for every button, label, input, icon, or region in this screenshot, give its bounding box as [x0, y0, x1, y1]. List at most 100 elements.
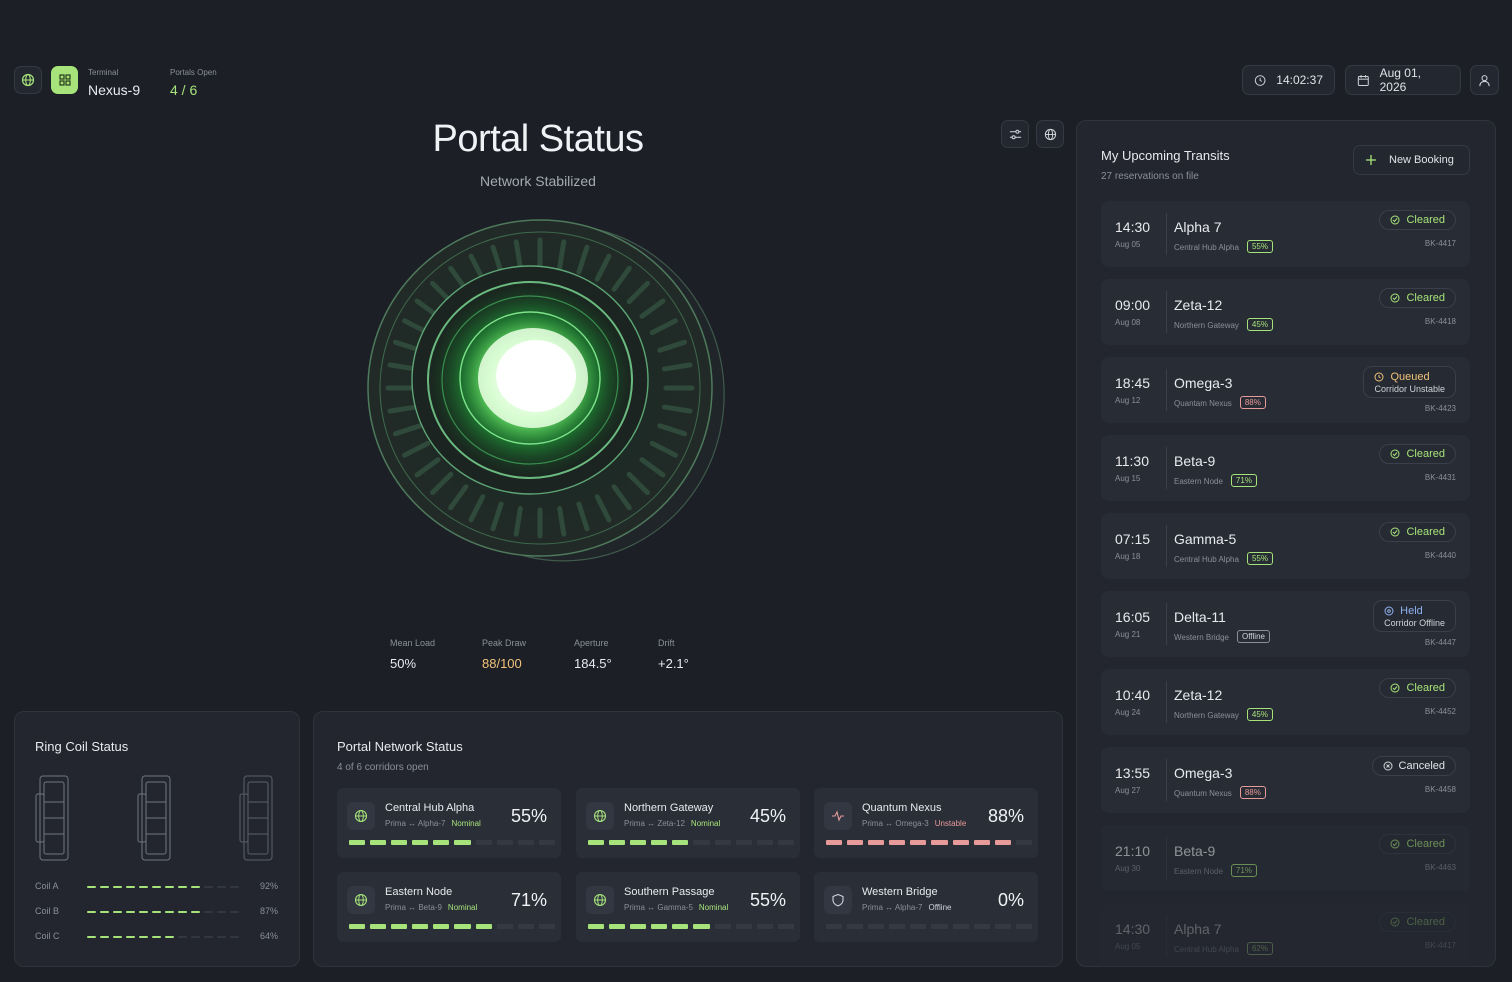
coil-segment — [87, 936, 96, 938]
status-badge: Cleared — [1379, 288, 1456, 308]
route-to: Beta-9 — [418, 903, 442, 912]
pause-circle-icon — [1384, 606, 1394, 615]
load-segment — [777, 840, 794, 845]
load-segment — [889, 840, 906, 845]
divider — [1166, 915, 1167, 957]
network-globe-button[interactable] — [1036, 120, 1064, 148]
load-badge: 45% — [1246, 708, 1273, 721]
transit-card[interactable]: 07:15 Aug 18 Gamma-5 Central Hub Alpha 55… — [1101, 513, 1470, 579]
clock-chip[interactable]: 14:02:37 — [1242, 65, 1335, 95]
transit-card[interactable]: 16:05 Aug 21 Delta-11 Western Bridge Offl… — [1101, 591, 1470, 657]
globe-icon — [1044, 128, 1056, 140]
status-text: Canceled — [1398, 760, 1445, 772]
corridor-icon — [347, 886, 375, 914]
transit-card[interactable]: 10:40 Aug 24 Zeta-12 Northern Gateway 45%… — [1101, 669, 1470, 735]
load-segment — [475, 840, 492, 845]
load-segment — [714, 924, 731, 929]
corridor-card[interactable]: Central Hub Alpha Prima ↔ Alpha-7 Nominal… — [337, 788, 561, 858]
corridor-name: Western Bridge — [862, 886, 938, 898]
transit-card[interactable]: 21:10 Aug 30 Beta-9 Eastern Node 71% Clea… — [1101, 825, 1470, 891]
booking-id: BK-4463 — [1424, 863, 1456, 872]
ring-tooth — [661, 362, 693, 372]
load-segment — [826, 840, 843, 845]
booking-id: BK-4452 — [1424, 707, 1456, 716]
date-chip[interactable]: Aug 01, 2026 — [1345, 65, 1461, 95]
corridor-icon — [347, 802, 375, 830]
globe-icon — [593, 893, 607, 907]
new-booking-button[interactable]: New Booking — [1353, 145, 1470, 175]
coil-segment — [178, 936, 187, 938]
transit-card[interactable]: 14:30 Aug 05 Alpha 7 Central Hub Alpha 62… — [1101, 903, 1470, 967]
status-badge: Canceled — [1371, 756, 1456, 776]
x-circle-icon — [1383, 761, 1393, 771]
corridor-name: Southern Passage — [624, 886, 715, 898]
transit-card[interactable]: 18:45 Aug 12 Omega-3 Quantam Nexus 88% Qu… — [1101, 357, 1470, 423]
coil-row-b: Coil B 87% — [35, 906, 278, 918]
corridor-card[interactable]: Western Bridge Prima ↔ Alpha-7 Offline 0% — [814, 872, 1038, 942]
coil-segment — [191, 936, 200, 938]
ring-tooth — [594, 253, 612, 282]
corridor-load: 0% — [997, 890, 1024, 910]
transit-time: 18:45 — [1115, 375, 1151, 391]
load-segment — [651, 840, 668, 845]
settings-button[interactable] — [1001, 120, 1029, 148]
check-circle-icon — [1390, 527, 1400, 537]
transit-card[interactable]: 13:55 Aug 27 Omega-3 Quantum Nexus 88% Ca… — [1101, 747, 1470, 813]
load-segment — [756, 924, 773, 929]
corridor-card[interactable]: Eastern Node Prima ↔ Beta-9 Nominal 71% — [337, 872, 561, 942]
stat-peak-draw: Peak Draw 88/100 — [482, 638, 526, 671]
load-badge: 71% — [1230, 474, 1257, 487]
corridor-load-bar — [588, 924, 794, 929]
status-text: Cleared — [1406, 838, 1445, 850]
corridor-card[interactable]: Southern Passage Prima ↔ Gamma-5 Nominal … — [576, 872, 800, 942]
load-segment — [910, 924, 927, 929]
transit-card[interactable]: 14:30 Aug 05 Alpha 7 Central Hub Alpha 55… — [1101, 201, 1470, 267]
profile-button[interactable] — [1470, 65, 1499, 95]
globe-button[interactable] — [14, 66, 42, 94]
coil-segment — [178, 911, 187, 913]
terminal-info: Terminal Nexus-9 — [88, 68, 140, 98]
transit-card[interactable]: 09:00 Aug 08 Zeta-12 Northern Gateway 45%… — [1101, 279, 1470, 345]
divider — [1166, 837, 1167, 879]
coil-segment — [100, 886, 109, 888]
booking-id: BK-4418 — [1424, 317, 1456, 326]
corridor-card[interactable]: Northern Gateway Prima ↔ Zeta-12 Nominal … — [576, 788, 800, 858]
status-detail: Corridor Offline — [1384, 617, 1445, 628]
load-segment — [735, 840, 752, 845]
load-segment — [735, 924, 752, 929]
ring-tooth — [594, 494, 612, 523]
load-segment — [538, 840, 555, 845]
corridor-card[interactable]: Quantum Nexus Prima ↔ Omega-3 Unstable 88… — [814, 788, 1038, 858]
corridor-name: Quantum Nexus — [862, 802, 942, 814]
route-from: Prima — [862, 903, 883, 912]
transit-destination: Zeta-12 — [1174, 687, 1223, 703]
transit-destination: Omega-3 — [1174, 765, 1233, 781]
user-icon — [1479, 74, 1490, 86]
coil-segment — [230, 886, 239, 888]
globe-icon — [354, 809, 368, 823]
ring-tooth — [626, 280, 650, 305]
page-title: Portal Status — [432, 118, 644, 160]
transit-card[interactable]: 11:30 Aug 15 Beta-9 Eastern Node 71% Clea… — [1101, 435, 1470, 501]
coil-segment — [165, 911, 174, 913]
coil-segment — [100, 936, 109, 938]
coil-label: Coil C — [35, 931, 60, 941]
dashboard-button[interactable] — [51, 66, 78, 94]
stat-mean-load: Mean Load 50% — [390, 638, 435, 671]
shield-icon — [832, 893, 844, 907]
load-badge: 55% — [1246, 240, 1273, 253]
load-segment — [391, 840, 408, 845]
corridor-load-bar — [588, 840, 794, 845]
coil-segment — [87, 886, 96, 888]
load-segment — [496, 924, 513, 929]
transit-route: Central Hub Alpha 62% — [1174, 942, 1273, 955]
load-badge: 71% — [1230, 864, 1257, 877]
status-badge: Cleared — [1379, 522, 1456, 542]
ring-tooth — [639, 298, 666, 319]
status-text: Cleared — [1406, 682, 1445, 694]
coil-segment — [139, 936, 148, 938]
ring-tooth — [490, 244, 504, 275]
load-segment — [868, 840, 885, 845]
coil-b-icon — [137, 775, 171, 861]
corridor-route: Prima ↔ Zeta-12 Nominal — [624, 819, 721, 828]
